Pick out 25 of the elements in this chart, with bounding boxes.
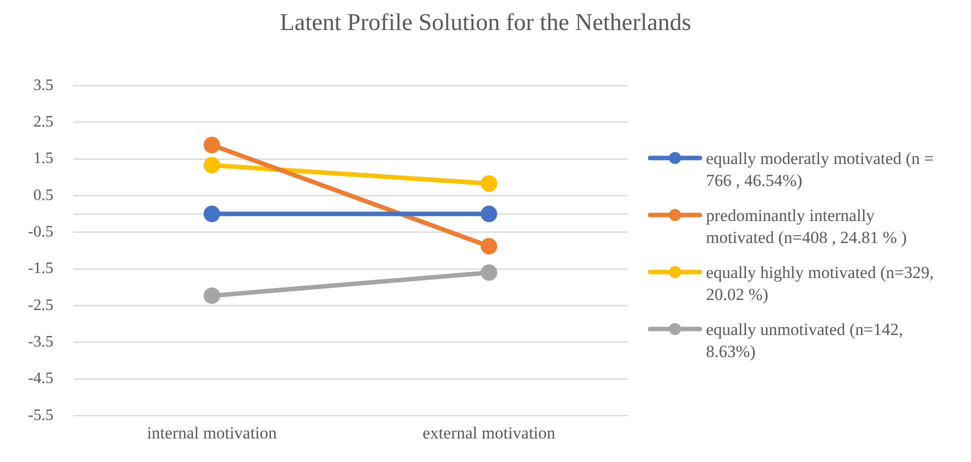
point [204,136,220,154]
point [480,175,498,192]
y-tick-label: 2.5 [33,113,54,130]
point [204,156,220,174]
y-tick-label: -0.5 [28,223,54,240]
y-tick-label: -4.5 [28,370,54,388]
y-tick-label: -2.5 [28,296,54,314]
y-tick-label: 1.5 [33,150,54,168]
y-tick-label: -1.5 [28,260,54,278]
chart-title: Latent Profile Solution for the Netherlands [278,10,692,37]
point [480,238,498,254]
y-tick-label: -3.5 [28,333,54,350]
y-tick-label: -5.5 [28,406,54,424]
point [480,206,498,222]
legend-label: equally highly motivated (n=329, 20.02 %) [706,262,935,306]
point [204,206,220,222]
y-tick-label: 0.5 [33,186,54,204]
legend-label: equally unmotivated (n=142, 8.63%) [706,319,904,363]
y-tick-label: 3.5 [33,76,54,94]
x-tick-label: external motivation [422,423,556,442]
point [204,287,220,304]
legend-label: predominantly internally motivated (n=408 , 24.81 % ) [706,205,908,249]
point [480,264,498,281]
legend-label: equally moderatly motivated (n = 766 , 46.54%) [706,148,935,192]
x-tick-label: internal motivation [146,423,278,442]
